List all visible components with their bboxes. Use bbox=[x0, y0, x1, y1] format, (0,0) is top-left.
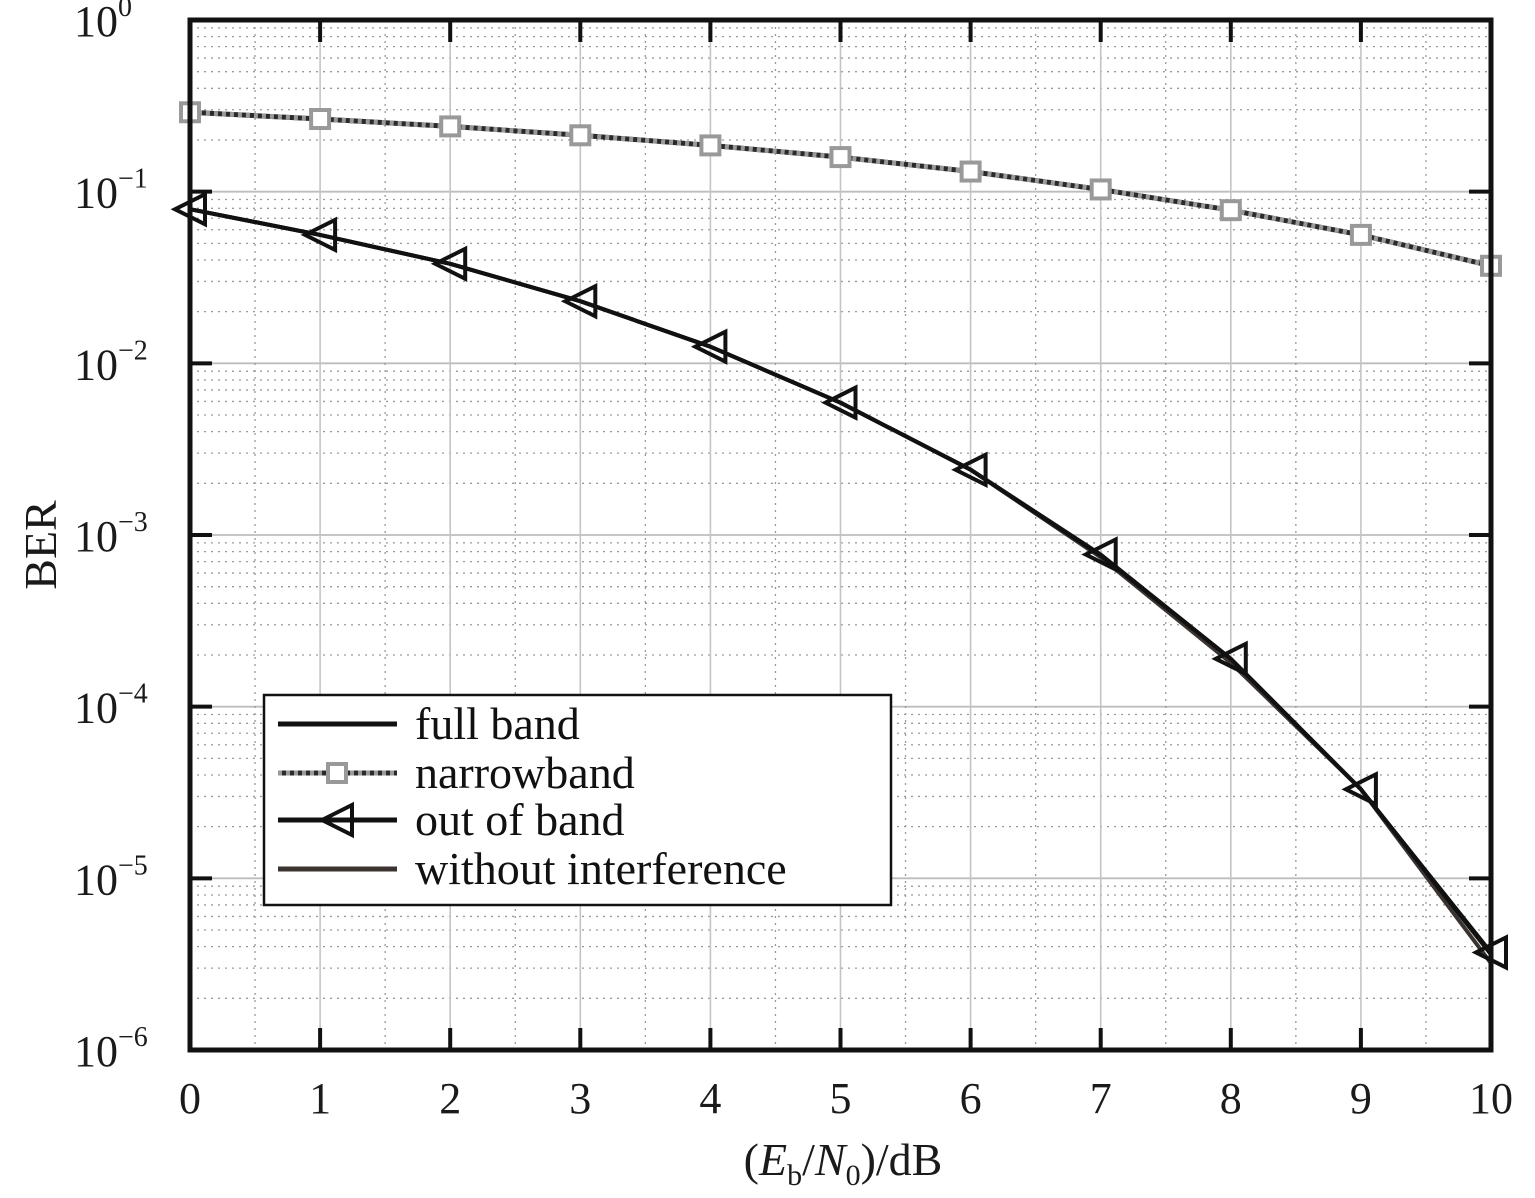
x-tick-label: 0 bbox=[179, 1074, 201, 1123]
data-point-narrowband bbox=[1089, 178, 1112, 201]
legend: full band narrowband out of band without… bbox=[262, 693, 893, 907]
y-tick-label: 10−2 bbox=[74, 335, 148, 389]
data-point-out-of-band bbox=[1211, 640, 1248, 678]
y-axis-title: BER bbox=[15, 500, 66, 590]
x-tick-labels: 0 1 2 3 4 5 6 7 8 9 10 bbox=[179, 1074, 1513, 1123]
data-point-narrowband bbox=[1349, 223, 1372, 246]
x-axis-title: (Eb/N0)/dB bbox=[744, 1134, 943, 1192]
data-point-out-of-band bbox=[300, 216, 338, 254]
data-point-out-of-band bbox=[690, 328, 728, 365]
data-point-narrowband bbox=[959, 160, 982, 183]
y-tick-label: 10−1 bbox=[74, 164, 148, 218]
legend-label-full-band: full band bbox=[415, 698, 580, 749]
series-lines bbox=[170, 101, 1508, 971]
legend-label-without-interference: without interference bbox=[415, 843, 787, 894]
y-tick-label: 10−4 bbox=[74, 679, 148, 733]
x-tick-label: 6 bbox=[960, 1074, 982, 1123]
data-point-out-of-band bbox=[821, 384, 858, 421]
y-tick-label: 10−5 bbox=[74, 850, 148, 904]
legend-label-out-of-band: out of band bbox=[415, 794, 625, 845]
x-tick-label: 5 bbox=[830, 1074, 852, 1123]
x-tick-label: 3 bbox=[569, 1074, 591, 1123]
data-point-out-of-band bbox=[560, 283, 598, 320]
series-line-narrowband bbox=[189, 109, 1492, 269]
y-tick-labels: 10−6 10−5 10−4 10−3 10−2 10−1 100 bbox=[74, 0, 148, 1076]
data-point-narrowband bbox=[439, 115, 462, 138]
x-tick-label: 9 bbox=[1350, 1074, 1372, 1123]
legend-marker-narrowband bbox=[326, 762, 348, 784]
series-line-out-of-band bbox=[189, 207, 1493, 954]
legend-marker-out-of-band bbox=[317, 801, 354, 839]
data-point-out-of-band bbox=[1081, 536, 1118, 573]
data-point-narrowband bbox=[699, 134, 722, 157]
data-point-narrowband bbox=[569, 124, 592, 147]
x-tick-label: 10 bbox=[1469, 1074, 1513, 1123]
x-tick-label: 7 bbox=[1090, 1074, 1112, 1123]
legend-label-narrowband: narrowband bbox=[415, 747, 635, 798]
x-tick-label: 1 bbox=[309, 1074, 331, 1123]
legend-swatches bbox=[278, 721, 397, 872]
data-point-narrowband bbox=[829, 146, 852, 169]
data-point-out-of-band bbox=[951, 451, 988, 488]
axis-ticks bbox=[188, 18, 1493, 1052]
data-point-narrowband bbox=[1219, 199, 1242, 222]
x-tick-label: 4 bbox=[699, 1074, 721, 1123]
data-point-out-of-band bbox=[430, 245, 468, 283]
x-tick-label: 8 bbox=[1220, 1074, 1242, 1123]
y-tick-label: 10−6 bbox=[74, 1022, 148, 1076]
y-tick-label: 100 bbox=[74, 0, 132, 46]
data-point-narrowband bbox=[309, 108, 332, 131]
y-tick-label: 10−3 bbox=[74, 507, 148, 561]
x-tick-label: 2 bbox=[439, 1074, 461, 1123]
data-point-out-of-band bbox=[1341, 771, 1378, 808]
